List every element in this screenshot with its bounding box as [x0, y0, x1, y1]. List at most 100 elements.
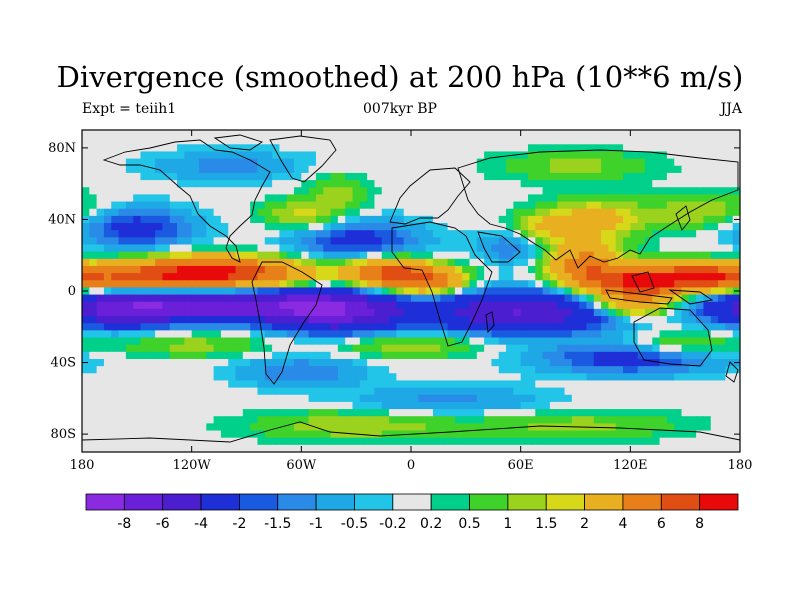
- field-cell: [308, 130, 317, 138]
- field-cell: [644, 323, 653, 331]
- field-cell: [520, 380, 529, 389]
- field-cell: [703, 301, 712, 310]
- field-cell: [330, 158, 339, 167]
- field-cell: [549, 316, 558, 324]
- field-cell: [520, 251, 529, 260]
- field-cell: [688, 373, 697, 382]
- field-cell: [177, 444, 185, 452]
- field-cell: [103, 330, 112, 339]
- field-cell: [352, 444, 361, 452]
- field-cell: [498, 294, 507, 303]
- field-cell: [425, 251, 434, 260]
- field-cell: [623, 280, 631, 289]
- field-cell: [147, 230, 156, 238]
- field-cell: [89, 416, 98, 424]
- field-cell: [235, 180, 244, 188]
- field-cell: [162, 158, 171, 167]
- field-cell: [162, 165, 171, 174]
- field-cell: [710, 165, 719, 174]
- field-cell: [454, 172, 463, 181]
- field-cell: [440, 430, 449, 439]
- field-cell: [571, 416, 580, 424]
- field-cell: [367, 187, 376, 195]
- field-cell: [301, 430, 310, 439]
- field-cell: [601, 158, 609, 167]
- field-cell: [469, 294, 478, 303]
- field-cell: [425, 366, 434, 374]
- field-cell: [725, 316, 734, 324]
- field-cell: [718, 215, 726, 224]
- field-cell: [432, 430, 441, 439]
- field-cell: [732, 323, 740, 331]
- field-cell: [637, 244, 646, 253]
- colorbar-swatch: [277, 493, 317, 511]
- field-cell: [703, 401, 712, 410]
- field-cell: [557, 401, 566, 410]
- field-cell: [345, 223, 354, 231]
- field-cell: [389, 437, 397, 446]
- field-cell: [82, 237, 90, 246]
- field-cell: [644, 337, 653, 346]
- field-cell: [579, 337, 588, 346]
- field-cell: [198, 366, 207, 374]
- field-cell: [549, 330, 558, 339]
- field-cell: [688, 237, 697, 246]
- field-cell: [403, 373, 412, 382]
- field-cell: [615, 337, 624, 346]
- field-cell: [498, 337, 507, 346]
- field-cell: [666, 180, 675, 188]
- field-cell: [272, 180, 280, 188]
- field-cell: [440, 258, 449, 267]
- field-cell: [440, 251, 449, 260]
- field-cell: [513, 172, 522, 181]
- field-cell: [411, 230, 419, 238]
- field-cell: [732, 444, 740, 452]
- field-cell: [571, 151, 580, 160]
- field-cell: [140, 151, 149, 160]
- field-cell: [520, 273, 529, 281]
- field-cell: [564, 287, 573, 296]
- field-cell: [89, 265, 98, 274]
- field-cell: [272, 194, 280, 203]
- field-cell: [169, 187, 178, 195]
- field-cell: [696, 265, 705, 274]
- field-cell: [184, 423, 193, 432]
- field-cell: [418, 330, 427, 339]
- field-cell: [118, 165, 127, 174]
- field-cell: [330, 387, 339, 396]
- field-cell: [235, 215, 244, 224]
- field-cell: [206, 416, 215, 424]
- field-cell: [359, 330, 368, 339]
- field-cell: [89, 409, 98, 417]
- field-cell: [111, 387, 120, 396]
- field-cell: [615, 416, 624, 424]
- field-cell: [586, 351, 595, 360]
- field-cell: [308, 416, 317, 424]
- field-cell: [688, 280, 697, 289]
- field-cell: [579, 265, 588, 274]
- field-cell: [279, 358, 288, 367]
- field-cell: [703, 387, 712, 396]
- field-cell: [191, 137, 200, 145]
- field-cell: [374, 280, 383, 289]
- field-cell: [579, 194, 588, 203]
- field-cell: [235, 366, 244, 374]
- field-cell: [454, 373, 463, 382]
- field-cell: [506, 244, 514, 253]
- field-cell: [506, 287, 514, 296]
- field-cell: [593, 137, 602, 145]
- field-cell: [454, 308, 463, 317]
- field-cell: [659, 237, 668, 246]
- field-cell: [323, 130, 332, 138]
- field-cell: [82, 201, 90, 210]
- field-cell: [484, 130, 493, 138]
- field-cell: [286, 273, 295, 281]
- field-cell: [601, 151, 609, 160]
- field-cell: [586, 201, 595, 210]
- field-cell: [323, 330, 332, 339]
- field-cell: [118, 387, 127, 396]
- field-cell: [191, 187, 200, 195]
- field-cell: [666, 323, 675, 331]
- field-cell: [133, 172, 142, 181]
- field-cell: [308, 316, 317, 324]
